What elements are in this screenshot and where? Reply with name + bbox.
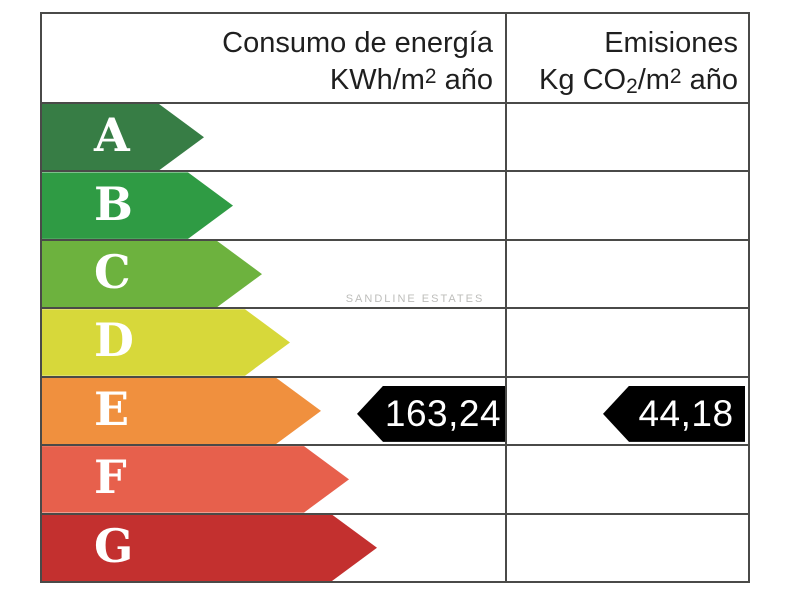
subscript-2: 2 xyxy=(626,75,638,98)
rating-row-d: D xyxy=(42,307,505,376)
rating-arrow-a: A xyxy=(42,104,204,170)
consumption-header-line2: KWh/m2 año xyxy=(329,64,493,96)
consumption-header: Consumo de energía KWh/m2 año xyxy=(42,14,505,102)
rating-table: Consumo de energía KWh/m2 año Emisiones … xyxy=(40,12,750,583)
rating-letter-c: C xyxy=(94,245,131,300)
rating-arrow-f: F xyxy=(42,446,349,512)
emissions-cell-f xyxy=(505,444,748,513)
rating-row-e: E 163,24 xyxy=(42,375,505,445)
rating-row-a: A xyxy=(42,102,505,171)
rating-arrow-c: C xyxy=(42,241,262,307)
emissions-cell-a xyxy=(505,102,748,171)
consumption-value-arrow: 163,24 xyxy=(357,385,505,442)
rating-letter-d: D xyxy=(94,313,134,368)
rating-letter-b: B xyxy=(94,176,133,231)
rating-row-c: C xyxy=(42,238,505,308)
rating-letter-f: F xyxy=(94,450,127,505)
emissions-header-line1: Emisiones xyxy=(604,27,738,59)
rating-letter-e: E xyxy=(94,381,130,436)
rating-arrow-d: D xyxy=(42,309,290,375)
rating-arrow-b: B xyxy=(42,172,233,238)
superscript-2: 2 xyxy=(424,65,437,88)
superscript-2: 2 xyxy=(669,65,682,88)
emissions-header-line2: Kg CO2/m2 año xyxy=(539,64,738,98)
consumption-header-line1: Consumo de energía xyxy=(222,27,493,59)
rating-row-f: F xyxy=(42,444,505,513)
watermark: SANDLINE ESTATES xyxy=(345,293,485,305)
emissions-cell-c xyxy=(505,238,748,308)
rating-row-g: G xyxy=(42,512,505,581)
emissions-header: Emisiones Kg CO2/m2 año xyxy=(505,14,748,102)
rating-letter-g: G xyxy=(94,518,134,573)
emissions-value-arrow: 44,18 xyxy=(603,385,745,442)
emissions-value: 44,18 xyxy=(638,392,734,434)
emissions-cell-b xyxy=(505,170,748,239)
emissions-cell-e: 44,18 xyxy=(505,375,748,445)
emissions-cell-g xyxy=(505,512,748,581)
rating-letter-a: A xyxy=(94,108,130,163)
rating-arrow-e: E xyxy=(42,378,321,444)
rating-row-b: B xyxy=(42,170,505,239)
rating-arrow-g: G xyxy=(42,515,377,581)
consumption-value: 163,24 xyxy=(384,392,502,434)
emissions-cell-d xyxy=(505,307,748,376)
